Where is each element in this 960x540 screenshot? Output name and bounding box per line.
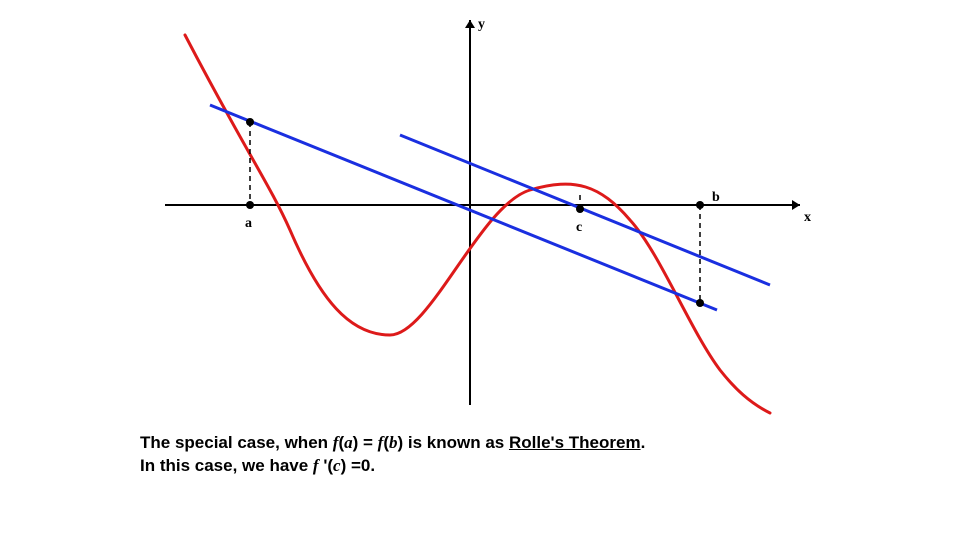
- fa-equals-fb: f(a) = f(b): [333, 433, 403, 452]
- label-c: c: [576, 220, 582, 235]
- f2: f: [378, 433, 384, 452]
- tangent-line: [400, 135, 770, 285]
- fprime-c: f '(c): [313, 456, 346, 475]
- caption-end-first: .: [641, 433, 646, 452]
- secant-line: [210, 105, 717, 310]
- f1: f: [333, 433, 339, 452]
- b1: b: [389, 433, 398, 452]
- caption-prefix: The special case, when: [140, 433, 333, 452]
- f3: f: [313, 456, 319, 475]
- point-c_pt: [576, 205, 584, 213]
- label-b: b: [712, 190, 720, 205]
- point-b_ax: [696, 201, 704, 209]
- caption-line2-suffix: =0.: [346, 456, 375, 475]
- graph-svg: x y a b c: [130, 5, 830, 420]
- stage: x y a b c The special case, when f(a) = f(b)…: [0, 0, 960, 540]
- x-axis-arrow-icon: [792, 200, 800, 210]
- caption-block: The special case, when f(a) = f(b) is kn…: [140, 432, 840, 478]
- point-a_ax: [246, 201, 254, 209]
- x-axis-label: x: [804, 210, 811, 225]
- caption-mid: is known as: [403, 433, 509, 452]
- c1: c: [333, 456, 341, 475]
- point-fa: [246, 118, 254, 126]
- label-a: a: [245, 216, 252, 231]
- point-fb: [696, 299, 704, 307]
- mean-value-theorem-graph: x y a b c: [130, 5, 830, 420]
- theorem-name: Rolle's Theorem: [509, 433, 641, 452]
- a1: a: [344, 433, 353, 452]
- caption-line2-prefix: In this case, we have: [140, 456, 313, 475]
- function-curve: [185, 35, 770, 413]
- y-axis-label: y: [478, 17, 485, 32]
- y-axis-arrow-icon: [465, 20, 475, 28]
